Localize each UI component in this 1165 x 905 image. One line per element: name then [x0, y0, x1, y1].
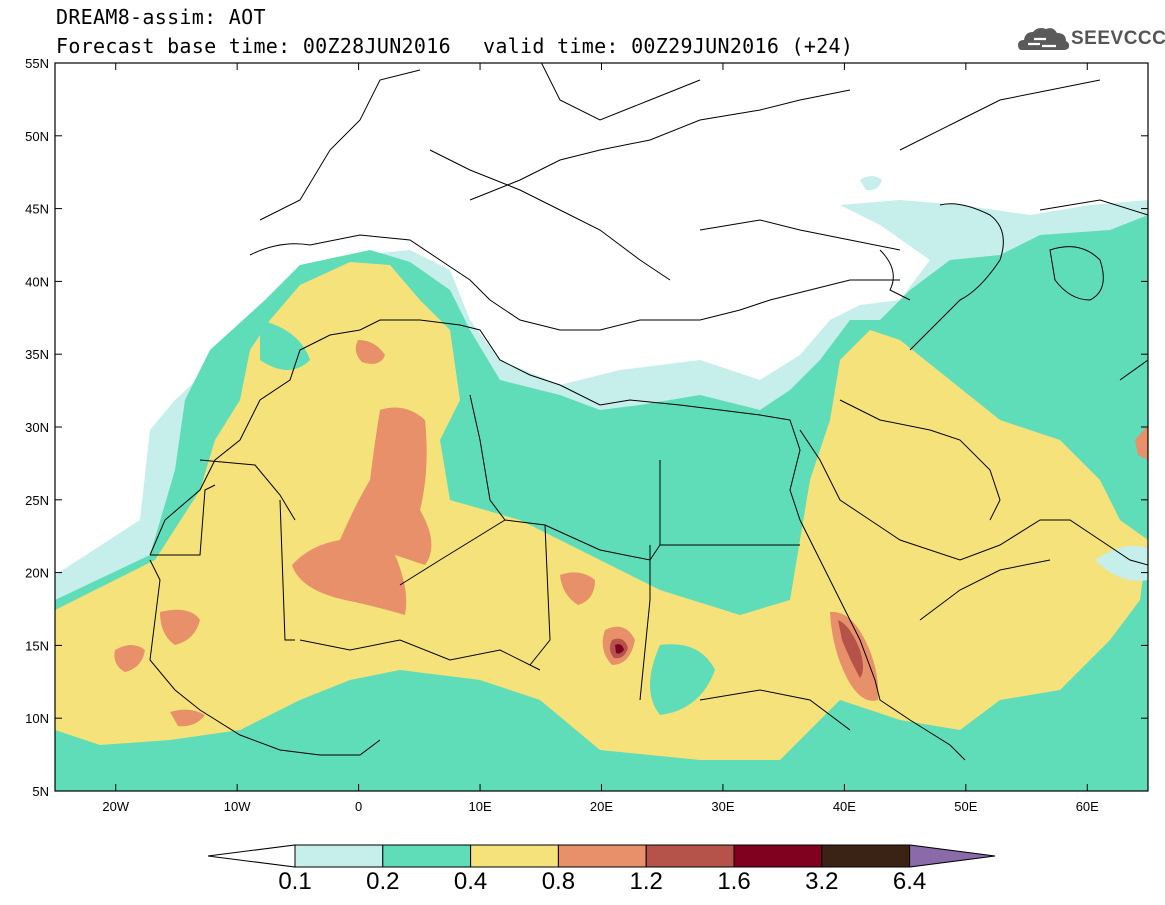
colorbar-label: 0.4	[453, 868, 488, 895]
colorbar-label: 0.2	[366, 868, 400, 895]
colorbar-label: 3.2	[805, 868, 839, 895]
colorbar-segment	[645, 844, 735, 868]
aot-band-0.8-senegal	[114, 645, 145, 672]
lat-tick-label: 5N	[32, 784, 49, 799]
lon-tick-label: 20W	[102, 799, 129, 814]
colorbar-low-arrow	[207, 844, 296, 868]
lat-tick-label: 30N	[25, 420, 49, 435]
lon-tick-label: 30E	[711, 799, 734, 814]
aot-band-0.8-sahel	[160, 609, 200, 645]
colorbar-label: 1.6	[717, 868, 751, 895]
lon-axis: 20W 10W 0 10E 20E 30E 40E 50E 60E	[102, 63, 1099, 814]
aot-band-1.2-redsea	[838, 620, 863, 678]
lon-tick-label: 40E	[833, 799, 856, 814]
aot-band-1.6-core	[615, 644, 624, 654]
coastlines	[149, 63, 1148, 761]
colorbar-high-arrow	[909, 844, 996, 868]
lon-tick-label: 50E	[954, 799, 977, 814]
lat-tick-label: 20N	[25, 566, 49, 581]
colorbar-segment	[382, 844, 472, 868]
colorbar-label: 6.4	[892, 868, 927, 895]
aot-band-0.1-north	[860, 176, 882, 191]
lat-tick-label: 25N	[25, 493, 49, 508]
lon-tick-label: 20E	[590, 799, 613, 814]
aot-band-0.8-chad	[560, 572, 595, 605]
lat-tick-label: 55N	[25, 56, 49, 71]
aot-contours	[55, 176, 1148, 791]
aot-band-0.1-east	[1095, 545, 1148, 581]
aot-band-0.8-central	[292, 407, 432, 615]
colorbar-segment	[821, 844, 911, 868]
aot-band-0.2-hole	[650, 644, 715, 715]
lat-tick-label: 40N	[25, 274, 49, 289]
colorbar-segment	[557, 844, 647, 868]
aot-colorbar	[207, 844, 996, 868]
colorbar-label: 0.8	[541, 868, 576, 895]
map-title: DREAM8-assim: AOT	[56, 5, 266, 29]
aot-band-0.8-east	[1135, 425, 1148, 460]
lat-tick-label: 50N	[25, 129, 49, 144]
lon-tick-label: 60E	[1076, 799, 1099, 814]
aot-band-0.8-atlas	[355, 340, 385, 364]
forecast-base-time: Forecast base time: 00Z28JUN2016	[56, 34, 451, 58]
colorbar-segment	[733, 844, 823, 868]
colorbar-label: 1.2	[629, 868, 663, 895]
aot-band-0.4	[55, 262, 1148, 760]
lon-tick-label: 10E	[468, 799, 491, 814]
lat-tick-label: 15N	[25, 638, 49, 653]
colorbar-segment	[294, 844, 384, 868]
lon-tick-label: 10W	[224, 799, 251, 814]
logo-text: SEEVCCC	[1071, 28, 1165, 49]
aot-band-0.8-guinea	[170, 709, 205, 727]
lat-tick-label: 45N	[25, 202, 49, 217]
cloud-logo-icon	[1018, 28, 1070, 50]
lat-tick-label: 10N	[25, 711, 49, 726]
colorbar-label: 0.1	[278, 868, 312, 895]
colorbar-segment	[470, 844, 559, 868]
lat-axis: 55N 50N 45N 40N 35N 30N 25N 20N 15N 10N 5N	[25, 56, 1148, 799]
valid-time: valid time: 00Z29JUN2016 (+24)	[483, 34, 854, 58]
lat-tick-label: 35N	[25, 347, 49, 362]
lon-tick-label: 0	[355, 799, 362, 814]
